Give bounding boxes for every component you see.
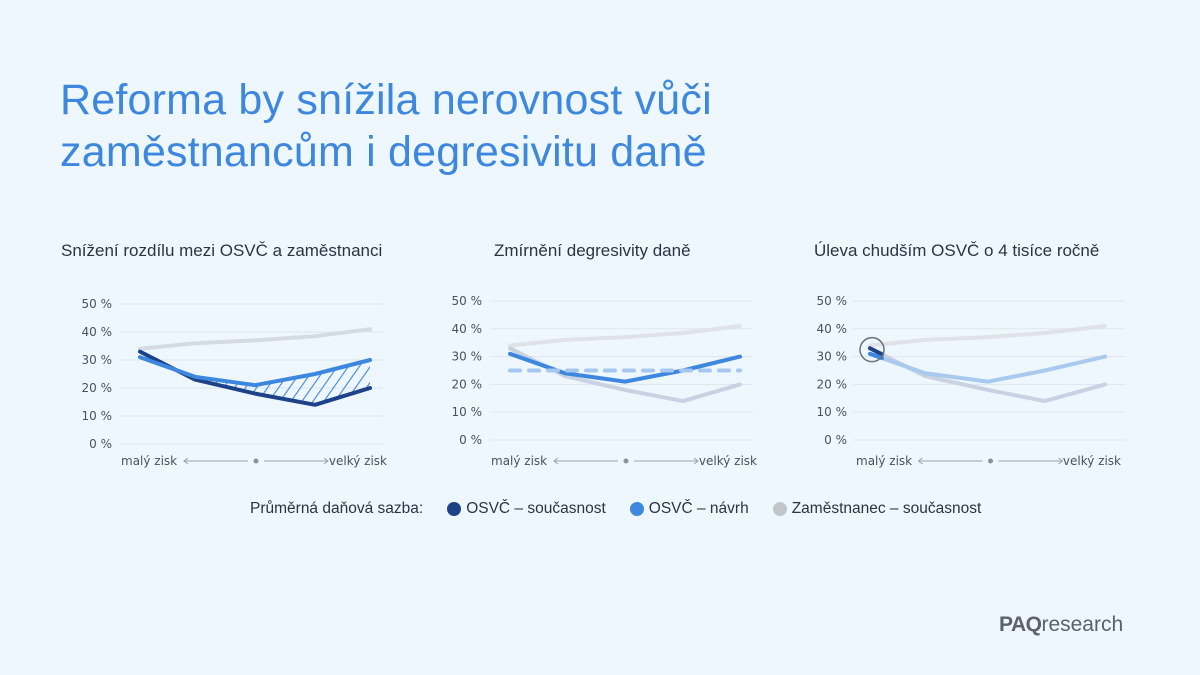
chart-1-title: Snížení rozdílu mezi OSVČ a zaměstnanci (61, 241, 383, 260)
y-tick-label: 30 % (82, 353, 113, 367)
legend-item-label: Zaměstnanec – současnost (791, 500, 982, 517)
title-line-1: Reforma by snížila nerovnost vůči (60, 76, 712, 124)
series-line-zam-stnanec-sou-asnost (138, 327, 372, 351)
y-tick-label: 10 % (817, 405, 848, 419)
x-arrow-right-head (323, 457, 329, 465)
y-tick-label: 30 % (452, 350, 483, 364)
legend-item-label: OSVČ – návrh (648, 500, 749, 517)
chart-2-title: Zmírnění degresivity daně (494, 241, 691, 260)
series-line-osv-n-vrh (508, 351, 742, 384)
legend-item-osvc-proposal: OSVČ – návrh (629, 500, 749, 518)
x-axis-center-dot (623, 458, 629, 464)
series-line-zam-stnanec-sou-asnost (868, 324, 1107, 348)
highlight-osvc-current-segment (868, 346, 884, 357)
legend-label: Průměrná daňová sazba: (250, 500, 424, 517)
x-arrow-left-head (917, 457, 923, 465)
x-arrow-right-head (1058, 457, 1064, 465)
title-line-2: zaměstnancům i degresivitu daně (60, 128, 707, 176)
paq-research-logo: PAQresearch (999, 613, 1123, 637)
y-tick-label: 50 % (817, 294, 848, 308)
y-tick-label: 0 % (459, 433, 482, 447)
x-label-left: malý zisk (491, 454, 547, 468)
legend-item-employee-current: Zaměstnanec – současnost (772, 500, 982, 518)
legend-dot (772, 502, 787, 516)
y-tick-label: 20 % (82, 381, 113, 395)
x-label-left: malý zisk (856, 454, 912, 468)
y-tick-label: 40 % (817, 322, 848, 336)
highlight-osvc-proposal-segment (868, 351, 884, 361)
legend: Průměrná daňová sazba: OSVČ – současnost… (250, 500, 981, 518)
logo-bold: PAQ (999, 613, 1042, 636)
x-label-right: velký zisk (699, 454, 757, 468)
page-title: Reforma by snížila nerovnost vůči zaměst… (60, 74, 712, 178)
x-arrow-right-head (693, 457, 699, 465)
y-tick-label: 0 % (89, 437, 112, 451)
x-label-right: velký zisk (1063, 454, 1121, 468)
series-line-osv-n-vrh (868, 351, 1107, 384)
y-tick-label: 20 % (452, 377, 483, 391)
legend-item-label: OSVČ – současnost (466, 500, 606, 517)
difference-hatch-area (140, 351, 370, 405)
y-tick-label: 20 % (817, 377, 848, 391)
logo-rest: research (1041, 613, 1124, 636)
legend-item-osvc-current: OSVČ – současnost (447, 500, 606, 518)
y-tick-label: 10 % (452, 405, 483, 419)
highlight-circle (859, 336, 885, 363)
series-line-zam-stnanec-sou-asnost (508, 324, 742, 348)
x-arrow-left-head (183, 457, 189, 465)
y-tick-label: 50 % (452, 294, 483, 308)
x-label-right: velký zisk (329, 454, 387, 468)
x-axis-center-dot (988, 458, 993, 464)
x-axis-center-dot (253, 458, 259, 464)
y-tick-label: 40 % (452, 322, 483, 336)
y-tick-label: 50 % (82, 297, 113, 311)
x-arrow-left-head (553, 457, 559, 465)
y-tick-label: 40 % (82, 325, 113, 339)
y-tick-label: 0 % (824, 433, 847, 447)
series-line-osv-n-vrh (138, 355, 372, 388)
x-label-left: malý zisk (121, 454, 177, 468)
chart-3-title: Úleva chudším OSVČ o 4 tisíce ročně (814, 241, 1100, 260)
legend-dot (629, 502, 644, 516)
legend-dot (447, 502, 462, 516)
y-tick-label: 10 % (82, 409, 113, 423)
y-tick-label: 30 % (817, 350, 848, 364)
